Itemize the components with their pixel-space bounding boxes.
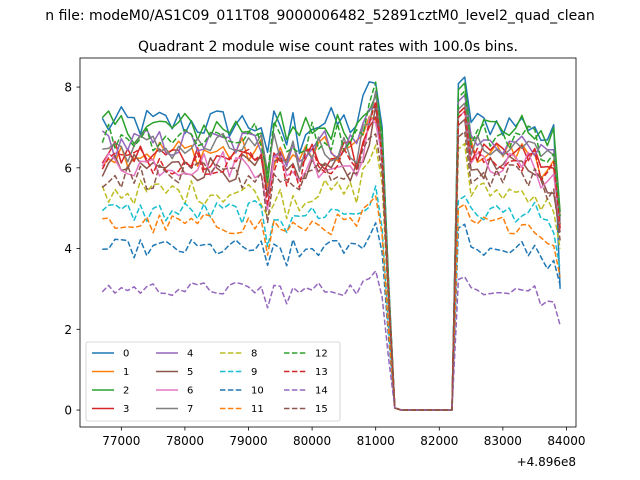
axis-ticks: 77000 78000 79000 80000 81000 82000 83000 84000…: [64, 81, 585, 448]
legend-label: 13: [315, 367, 328, 378]
y-tick-label: 0: [64, 404, 72, 418]
legend-label: 3: [123, 404, 129, 415]
x-tick-label: 84000: [547, 434, 585, 448]
y-tick-label: 4: [64, 242, 72, 256]
series-line-13: [101, 100, 561, 411]
y-tick-label: 2: [64, 323, 72, 337]
figure-suptitle: n file: modeM0/AS1C09_011T08_9000006482_…: [45, 8, 594, 24]
x-tick-label: 79000: [229, 434, 267, 448]
series-line-12: [101, 81, 561, 411]
legend-label: 11: [251, 404, 264, 415]
legend-label: 6: [187, 386, 193, 397]
x-tick-label: 83000: [484, 434, 522, 448]
x-tick-label: 82000: [420, 434, 458, 448]
series-line-0: [101, 76, 561, 411]
legend-label: 7: [187, 404, 193, 415]
plot-area: [79, 57, 577, 428]
legend-label: 2: [123, 386, 129, 397]
series-line-8: [101, 142, 561, 411]
series-line-2: [101, 82, 561, 411]
axes-frame: [79, 57, 577, 428]
series-line-6: [101, 110, 561, 411]
legend-label: 5: [187, 367, 193, 378]
y-tick-label: 6: [64, 161, 72, 175]
series-line-7: [102, 90, 561, 411]
legend-label: 15: [315, 404, 328, 415]
legend-label: 0: [123, 349, 129, 360]
series-line-4: [101, 94, 561, 411]
legend-label: 4: [187, 349, 193, 360]
x-tick-label: 81000: [357, 434, 395, 448]
series-line-5: [101, 104, 561, 411]
legend-label: 12: [315, 349, 328, 360]
legend-label: 10: [251, 386, 264, 397]
x-offset-label: +4.896e8: [517, 455, 576, 469]
x-tick-label: 78000: [166, 434, 204, 448]
series-line-14: [101, 270, 561, 411]
x-tick-label: 80000: [293, 434, 331, 448]
y-tick-label: 8: [64, 81, 72, 95]
series-line-9: [101, 185, 561, 411]
series-line-11: [102, 195, 561, 411]
series-line-10: [102, 222, 561, 411]
legend-label: 1: [123, 367, 129, 378]
chart-title: Quadrant 2 module wise count rates with …: [138, 39, 518, 55]
legend-label: 8: [251, 349, 257, 360]
legend-label: 9: [251, 367, 257, 378]
x-tick-label: 77000: [102, 434, 140, 448]
legend-label: 14: [315, 386, 328, 397]
legend-box: [85, 341, 341, 422]
series-line-15: [101, 130, 561, 411]
